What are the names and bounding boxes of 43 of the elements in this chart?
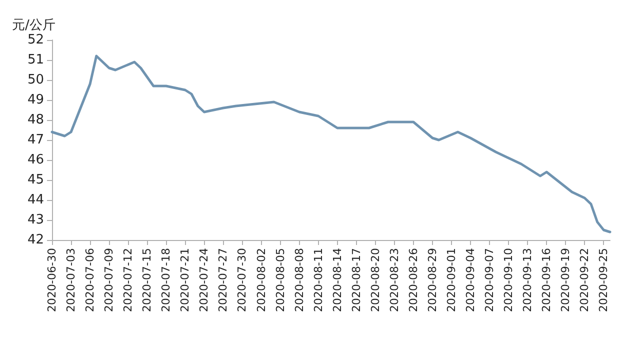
- y-tick-label: 49: [27, 92, 44, 108]
- y-tick-label: 46: [27, 152, 44, 168]
- x-tick-label: 2020-07-30: [236, 248, 249, 312]
- x-tick-label: 2020-08-29: [426, 248, 439, 312]
- x-tick-label: 2020-09-22: [578, 248, 592, 312]
- x-tick-label: 2020-09-25: [597, 248, 610, 312]
- x-tick-label: 2020-09-13: [521, 248, 534, 312]
- y-tick-label: 52: [27, 32, 44, 48]
- x-tick-label: 2020-08-20: [368, 248, 382, 312]
- x-tick-label: 2020-08-05: [274, 248, 287, 312]
- x-tick-label: 2020-07-15: [140, 248, 154, 312]
- x-tick-label: 2020-08-02: [254, 248, 268, 312]
- x-tick-label: 2020-09-19: [559, 248, 572, 312]
- y-tick-label: 47: [27, 132, 44, 148]
- x-tick-label: 2020-08-08: [292, 248, 306, 312]
- x-tick-label: 2020-09-16: [540, 248, 554, 312]
- x-tick-label: 2020-07-18: [160, 248, 173, 312]
- x-tick-label: 2020-08-26: [406, 248, 420, 312]
- line-series: [50, 54, 612, 234]
- x-tick-label: 2020-09-04: [464, 248, 477, 312]
- y-tick-label: 51: [27, 52, 44, 68]
- x-tick-label: 2020-07-03: [64, 248, 78, 312]
- x-tick-label: 2020-09-01: [444, 248, 458, 312]
- x-tick-label: 2020-07-12: [122, 248, 135, 312]
- y-tick-label: 50: [27, 72, 44, 88]
- y-axis-title: 元/公斤: [12, 18, 56, 33]
- y-tick-label: 44: [27, 192, 44, 208]
- x-tick-label: 2020-09-07: [483, 248, 496, 312]
- x-tick-label: 2020-08-23: [388, 248, 401, 312]
- x-tick-label: 2020-08-17: [350, 248, 363, 312]
- x-tick-label: 2020-07-06: [84, 248, 97, 312]
- y-tick-label: 48: [27, 112, 44, 128]
- x-tick-label: 2020-06-30: [46, 248, 58, 312]
- x-tick-label: 2020-07-09: [102, 248, 116, 312]
- x-tick-label: 2020-09-10: [502, 248, 516, 312]
- x-tick-label: 2020-08-11: [312, 248, 325, 312]
- y-tick-label: 42: [27, 232, 44, 248]
- x-tick-label: 2020-07-21: [178, 248, 192, 312]
- y-tick-label: 45: [27, 172, 44, 188]
- x-tick-label: 2020-07-24: [198, 248, 211, 312]
- x-tick-label: 2020-07-27: [216, 248, 230, 312]
- x-tick-label: 2020-08-14: [330, 248, 344, 312]
- y-tick-label: 43: [27, 212, 44, 228]
